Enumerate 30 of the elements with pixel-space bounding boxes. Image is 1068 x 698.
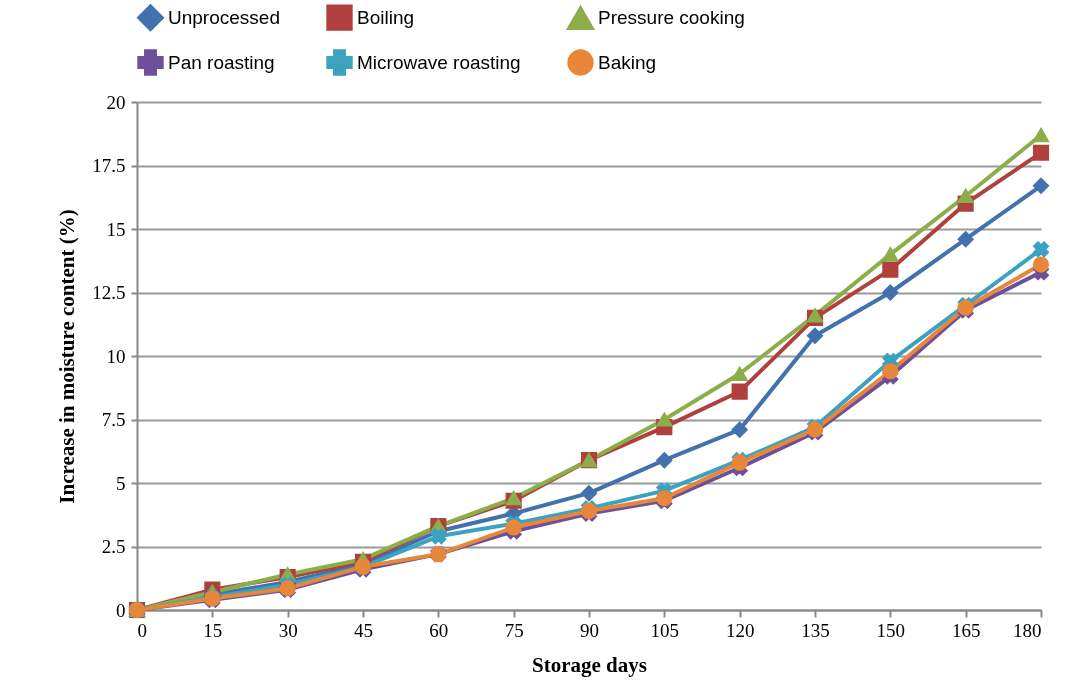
x-tick-label: 180 (1013, 619, 1042, 641)
x-tick-label: 75 (504, 619, 524, 641)
y-tick-label: 17.5 (92, 155, 126, 176)
x-tick-label: 120 (725, 619, 755, 641)
legend-label: Microwave roasting (357, 51, 521, 73)
y-tick-label: 5 (116, 472, 126, 494)
legend-label: Pressure cooking (598, 7, 745, 29)
x-tick-label: 165 (951, 619, 981, 641)
x-tick-label: 135 (801, 619, 830, 641)
y-tick-label: 12.5 (92, 282, 126, 303)
y-tick-label: 20 (106, 91, 126, 113)
y-tick-label: 10 (106, 345, 126, 367)
x-tick-label: 30 (278, 619, 298, 641)
y-tick-label: 15 (106, 218, 126, 240)
y-axis-title: Increase in moisture content (%) (55, 209, 80, 504)
y-tick-label: 2.5 (101, 536, 126, 557)
legend-label: Pan roasting (168, 51, 275, 73)
x-tick-label: 45 (354, 619, 373, 641)
x-tick-label: 105 (650, 619, 680, 641)
x-tick-label: 150 (876, 619, 906, 641)
legend-label: Baking (598, 51, 657, 73)
x-tick-label: 90 (580, 619, 599, 641)
legend-label: Unprocessed (168, 6, 280, 28)
x-tick-label: 0 (137, 619, 147, 641)
x-tick-label: 15 (203, 619, 223, 641)
x-tick-label: 60 (429, 619, 449, 641)
legend-label: Boiling (357, 6, 415, 28)
y-tick-label: 7.5 (101, 409, 126, 430)
y-tick-label: 0 (116, 599, 126, 621)
x-axis-title: Storage days (532, 652, 647, 677)
